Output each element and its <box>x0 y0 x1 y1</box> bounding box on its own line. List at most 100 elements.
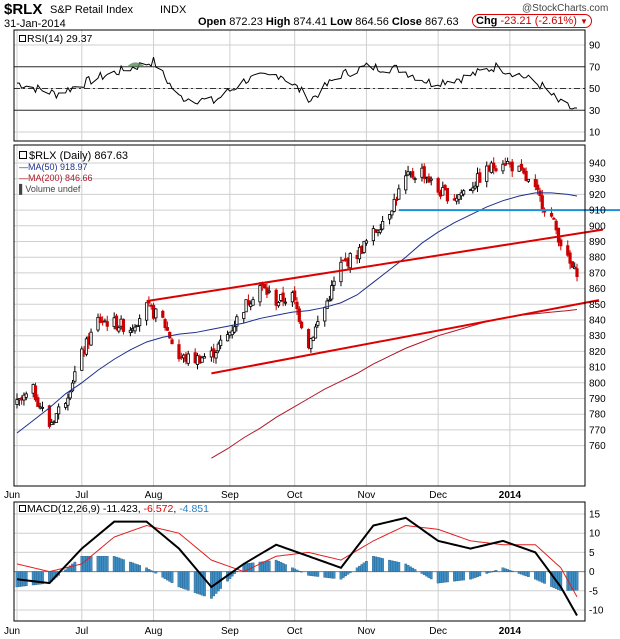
y-tick-label: 800 <box>589 378 606 389</box>
y-tick-label: 880 <box>589 253 606 264</box>
macd-histogram-bar <box>133 563 137 572</box>
macd-histogram-bar <box>381 558 384 572</box>
macd-histogram-bar <box>147 568 151 572</box>
y-tick-label: 850 <box>589 300 606 311</box>
macd-histogram-bar <box>471 571 475 579</box>
high-label: High <box>265 16 291 28</box>
candle-body <box>200 357 204 363</box>
macd-histogram-bar <box>543 571 546 584</box>
candle-body <box>339 261 343 283</box>
change-dropdown-icon: ▼ <box>579 17 588 26</box>
macd-histogram-bar <box>341 571 345 578</box>
candle-body <box>441 187 445 196</box>
candle-body <box>573 266 577 270</box>
candle-body <box>455 197 459 202</box>
macd-histogram-bar <box>41 571 44 585</box>
candle-body <box>216 343 220 352</box>
rsi-line <box>16 57 578 110</box>
candle-body <box>568 252 572 264</box>
candle-body <box>242 312 246 319</box>
macd-histogram-bar <box>149 570 153 572</box>
macd-histogram-bar <box>314 571 317 577</box>
legend-price-icon <box>19 151 27 159</box>
y-tick-label: -5 <box>589 586 598 597</box>
macd-label: MACD(12,26,9) -11.423, -6.572, -4.851 <box>19 503 209 515</box>
macd-histogram-bar <box>344 571 347 577</box>
macd-histogram-bar <box>105 556 109 572</box>
candle-body <box>138 318 142 327</box>
symbol-title: $RLX <box>4 1 43 18</box>
x-tick-label: Aug <box>145 490 163 501</box>
macd-histogram-bar <box>409 566 412 572</box>
macd-histogram-bar <box>71 563 74 572</box>
macd-histogram-bar <box>362 562 366 572</box>
candle-body <box>381 221 385 230</box>
candle-body <box>348 253 352 269</box>
y-tick-label: 820 <box>589 347 606 358</box>
macd-histogram-bar <box>376 557 380 572</box>
macd-histogram-bar <box>358 565 361 572</box>
y-tick-label: 10 <box>589 529 601 540</box>
candle-body <box>186 353 190 364</box>
macd-histogram-bar <box>135 564 139 572</box>
candle-body <box>394 198 399 201</box>
macd-histogram-bar <box>177 571 181 588</box>
macd-histogram-bar <box>297 570 301 572</box>
macd-histogram-bar <box>406 565 410 572</box>
change-label: Chg <box>476 15 498 27</box>
macd-histogram-bar <box>235 571 239 572</box>
macd-histogram-bar <box>293 568 297 572</box>
candle-body <box>533 179 537 188</box>
change-badge: Chg -23.21 (-2.61%) ▼ <box>472 14 592 28</box>
macd-histogram-bar <box>568 571 572 591</box>
candle-body <box>170 339 174 345</box>
legend-volume-swatch: ▌ <box>19 184 26 194</box>
y-tick-label: 10 <box>589 128 601 139</box>
date-label: 31-Jan-2014 <box>4 18 66 30</box>
grid-layer <box>14 30 585 621</box>
y-tick-label: 830 <box>589 331 606 342</box>
x-tick-label: Dec <box>429 626 447 637</box>
macd-histogram-bar <box>300 571 303 573</box>
macd-histogram-bar <box>374 556 378 572</box>
macd-histogram-bar <box>98 556 102 572</box>
trendline-channel-upper <box>146 228 603 303</box>
macd-histogram-bar <box>339 571 343 580</box>
macd-histogram-bar <box>103 556 107 572</box>
macd-histogram-bar <box>520 571 523 575</box>
macd-histogram-bar <box>517 571 521 574</box>
rsi-label: RSI(14) 29.37 <box>19 33 92 45</box>
y-tick-label: 90 <box>589 41 601 52</box>
series-layer <box>14 57 620 616</box>
macd-histogram-bar <box>413 569 417 572</box>
macd-histogram-bar <box>168 571 172 582</box>
macd-histogram-bar <box>31 571 35 586</box>
candle-body <box>24 393 28 398</box>
legend-price: $RLX (Daily) 867.63 <box>19 151 128 162</box>
candle-body <box>519 163 524 169</box>
candle-body <box>165 327 170 331</box>
candle-body <box>429 178 433 181</box>
macd-histogram-bar <box>166 571 169 581</box>
legend-ma200-swatch: — <box>19 173 28 183</box>
macd-histogram-bar <box>112 556 116 572</box>
x-tick-label: Oct <box>287 490 303 501</box>
y-tick-label: 15 <box>589 510 601 521</box>
y-tick-label: 810 <box>589 363 606 374</box>
macd-histogram-bar <box>267 560 271 572</box>
candle-body <box>84 338 89 355</box>
trendline-channel-lower <box>211 299 600 375</box>
macd-histogram-bar <box>476 571 479 577</box>
macd-histogram-bar <box>360 564 364 572</box>
macd-histogram-bar <box>22 571 26 587</box>
candle-body <box>462 190 466 195</box>
candle-body <box>267 290 271 293</box>
macd-label-icon <box>19 505 26 512</box>
macd-histogram-bar <box>184 571 188 590</box>
macd-histogram-bar <box>348 571 352 573</box>
panel-frame-rsi <box>13 29 586 142</box>
macd-histogram-bar <box>325 571 329 578</box>
y-tick-label: 890 <box>589 237 606 248</box>
x-tick-label: 2014 <box>499 490 522 501</box>
macd-histogram-bar <box>346 571 350 575</box>
